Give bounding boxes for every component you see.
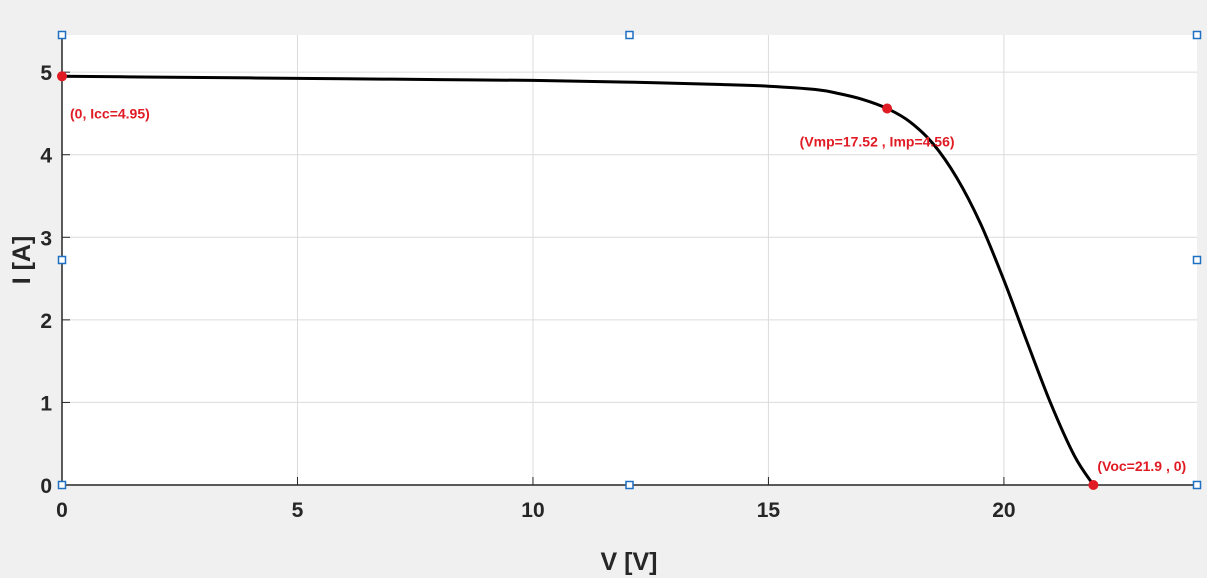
markers [57,71,1099,490]
y-tick-label: 4 [40,145,52,168]
x-tick-label: 20 [992,499,1015,522]
data-point-marker [882,103,893,114]
data-point-annotation: (Vmp=17.52 , Imp=4.56) [800,133,955,149]
resize-handle[interactable] [1192,480,1202,490]
annotations: (0, Icc=4.95) (Vmp=17.52 , Imp=4.56) (Voc=… [70,105,1186,474]
resize-handle[interactable] [57,480,67,490]
y-tick-label: 0 [40,475,52,498]
data-point-marker [57,71,67,82]
series [61,74,1095,486]
y-tick-label: 3 [40,227,52,250]
resize-handle[interactable] [625,480,634,490]
resize-handle[interactable] [1192,30,1202,40]
x-tick-label: 0 [56,499,68,522]
selection-handles[interactable] [57,30,1202,490]
y-tick-labels: 0 1 2 3 4 5 [40,62,52,498]
data-point-annotation: (0, Icc=4.95) [70,105,150,121]
resize-handle[interactable] [57,255,67,265]
y-tick-label: 5 [40,62,52,85]
y-tick-label: 2 [40,310,52,333]
x-tick-label: 10 [521,499,544,522]
x-tick-labels: 0 5 10 15 20 [56,499,1015,522]
resize-handle[interactable] [625,30,634,40]
iv-curve-line [61,74,1095,486]
data-point-marker [1088,480,1099,490]
grid-lines [61,35,1197,486]
resize-handle[interactable] [1192,255,1202,265]
x-tick-label: 5 [292,499,304,522]
y-axis-label: I [A] [8,236,36,285]
x-tick-label: 15 [757,499,781,522]
resize-handle[interactable] [57,30,67,40]
x-axis-label: V [V] [601,548,658,576]
plot-area [62,35,1197,485]
y-tick-label: 1 [40,392,52,415]
data-point-annotation: (Voc=21.9 , 0) [1097,458,1186,474]
